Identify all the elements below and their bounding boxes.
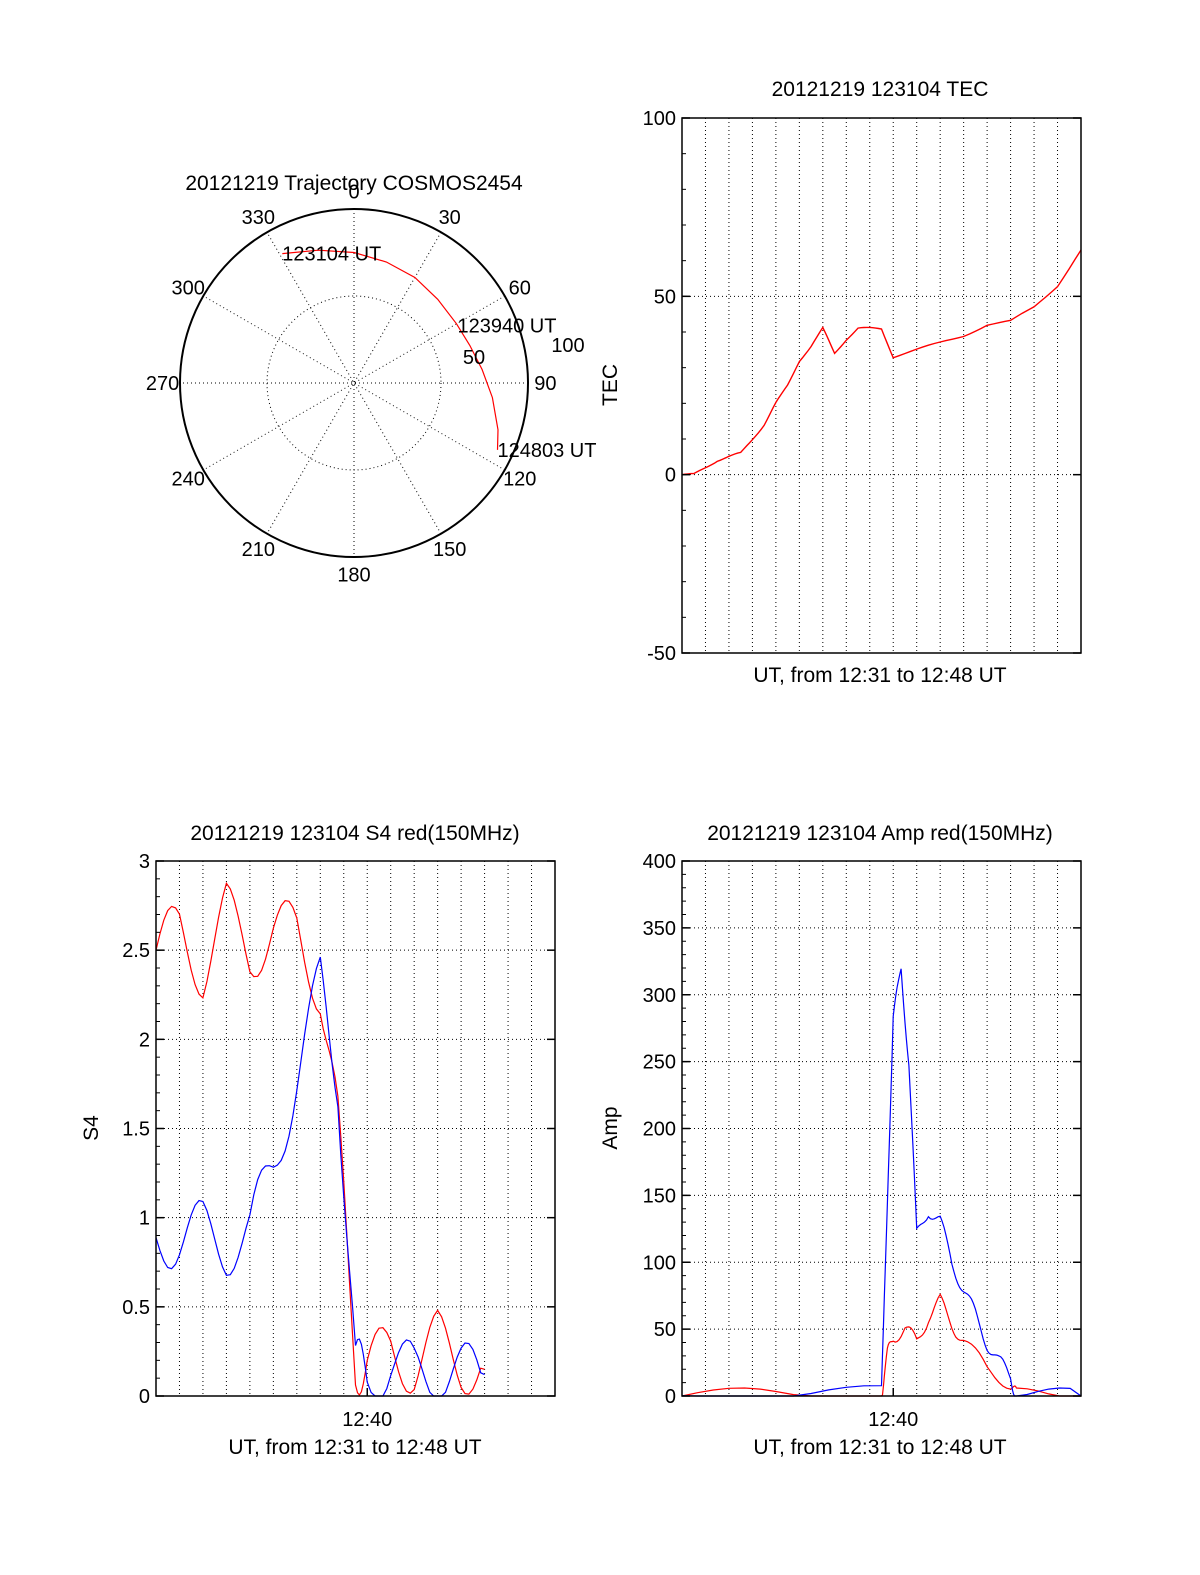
polar-grid <box>179 208 529 558</box>
polar-angle-label: 30 <box>439 207 461 229</box>
y-tick-label: 400 <box>643 851 676 873</box>
y-tick-label: 250 <box>643 1052 676 1074</box>
y-tick-label: 2 <box>139 1029 150 1051</box>
polar-radius-label: 100 <box>551 335 584 357</box>
s4-y-axis-label: S4 <box>80 1115 103 1141</box>
polar-angle-label: 180 <box>337 564 370 586</box>
s4-axis-layer: 3 2.5 2 1.5 1 0.5 0 12:40 <box>122 851 556 1431</box>
polar-angle-label: 210 <box>242 539 275 561</box>
data-series-line <box>681 968 1082 1397</box>
s4-series-layer <box>155 881 485 1397</box>
polar-trajectory-panel: 20121219 Trajectory COSMOS2454 0 30 60 90 12… <box>146 172 597 586</box>
y-tick-label: 50 <box>654 1319 676 1341</box>
y-tick-label: 200 <box>643 1119 676 1141</box>
trajectory-line <box>282 249 499 450</box>
polar-angle-label: 330 <box>242 207 275 229</box>
polar-angle-label: 150 <box>433 539 466 561</box>
amp-panel: 20121219 123104 Amp red(150MHz) 400 350 30… <box>599 822 1082 1459</box>
tec-title: 20121219 123104 TEC <box>772 78 989 101</box>
polar-angle-label: 120 <box>503 469 536 491</box>
x-tick-label: 12:40 <box>342 1409 392 1431</box>
y-tick-label: 1 <box>139 1208 150 1230</box>
amp-y-axis-label: Amp <box>599 1106 622 1149</box>
tec-x-axis-label: UT, from 12:31 to 12:48 UT <box>753 664 1006 687</box>
y-tick-label: 100 <box>643 108 676 130</box>
y-tick-label: 300 <box>643 985 676 1007</box>
amp-axis-layer: 400 350 300 250 200 150 100 50 0 12:40 <box>643 851 1082 1431</box>
amp-series-layer <box>681 968 1082 1397</box>
data-series-line <box>155 956 485 1397</box>
y-tick-label: 100 <box>643 1252 676 1274</box>
polar-angle-label: 270 <box>146 373 179 395</box>
polar-radius-label: 50 <box>463 347 485 369</box>
tec-y-axis-label: TEC <box>599 364 622 406</box>
tec-panel: 20121219 123104 TEC 100 50 0 -50 UT, from 1… <box>599 78 1082 687</box>
data-series-line <box>155 881 485 1397</box>
y-tick-label: 0.5 <box>122 1297 150 1319</box>
polar-angle-label: 300 <box>172 277 205 299</box>
amp-title: 20121219 123104 Amp red(150MHz) <box>707 822 1053 845</box>
polar-title: 20121219 Trajectory COSMOS2454 <box>185 172 523 195</box>
s4-panel: 20121219 123104 S4 red(150MHz) 3 2.5 2 1.5 1… <box>80 822 556 1459</box>
data-series-line <box>681 1293 1081 1397</box>
data-series-line <box>681 249 1082 476</box>
plot-frame <box>681 860 1082 1397</box>
y-tick-label: 0 <box>139 1386 150 1408</box>
y-tick-label: 1.5 <box>122 1119 150 1141</box>
y-tick-label: 3 <box>139 851 150 873</box>
trajectory-time-annotation: 123940 UT <box>457 316 556 338</box>
y-tick-label: 50 <box>654 286 676 308</box>
x-tick-label: 12:40 <box>868 1409 918 1431</box>
s4-grid <box>156 860 555 1397</box>
plot-frame <box>155 860 556 1397</box>
polar-angle-label: 0 <box>348 182 359 204</box>
y-tick-label: 350 <box>643 918 676 940</box>
tec-axis-layer: 100 50 0 -50 <box>643 108 1082 665</box>
amp-grid <box>682 860 1081 1397</box>
polar-label-layer: 0 30 60 90 120 150 180 210 240 270 300 330 50 100 1231… <box>146 182 597 587</box>
s4-title: 20121219 123104 S4 red(150MHz) <box>190 822 519 845</box>
trajectory-time-annotation: 124803 UT <box>498 440 597 462</box>
amp-x-axis-label: UT, from 12:31 to 12:48 UT <box>753 1436 1006 1459</box>
y-tick-label: 0 <box>665 1386 676 1408</box>
polar-angle-label: 240 <box>172 469 205 491</box>
polar-angle-label: 90 <box>534 373 556 395</box>
s4-x-axis-label: UT, from 12:31 to 12:48 UT <box>228 1436 481 1459</box>
tec-grid <box>682 117 1081 654</box>
polar-series-layer <box>282 249 499 450</box>
y-tick-label: 0 <box>665 465 676 487</box>
polar-inner-ring <box>266 295 442 471</box>
y-tick-label: 150 <box>643 1185 676 1207</box>
tec-series-layer <box>681 249 1082 476</box>
y-tick-label: -50 <box>647 643 676 665</box>
plot-frame <box>681 117 1082 654</box>
polar-angle-label: 60 <box>509 277 531 299</box>
trajectory-time-annotation: 123104 UT <box>282 244 381 266</box>
y-tick-label: 2.5 <box>122 940 150 962</box>
